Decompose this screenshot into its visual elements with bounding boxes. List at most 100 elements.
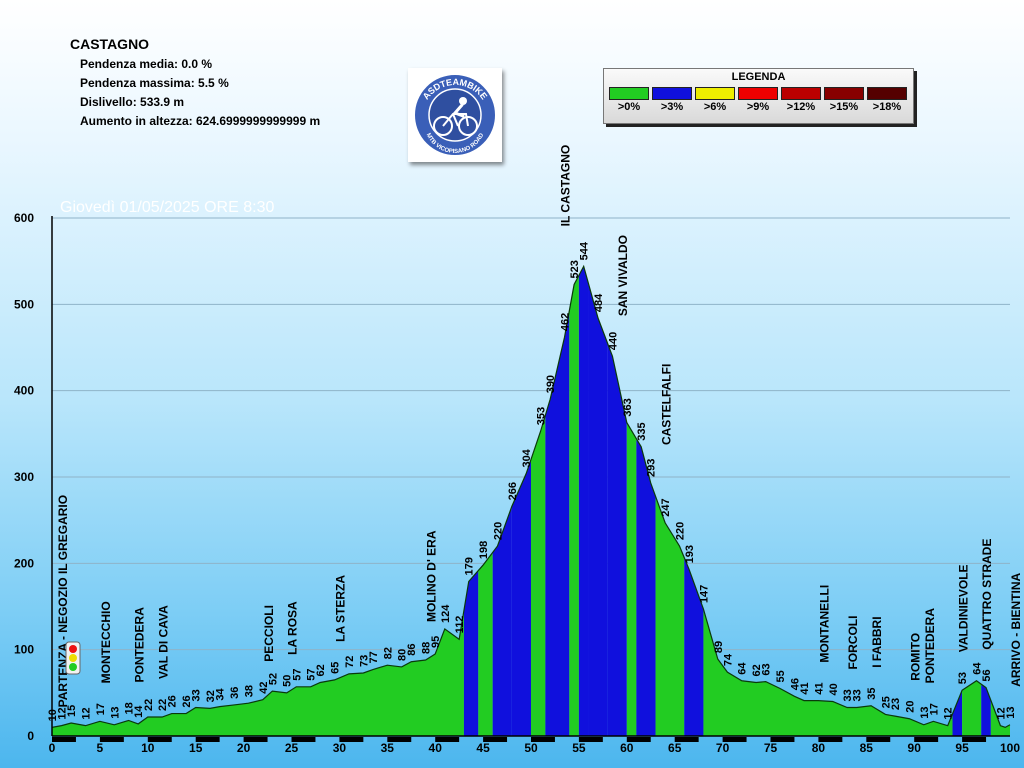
y-tick-label: 100	[14, 643, 34, 657]
x-tick-label: 35	[381, 741, 395, 755]
legend-label: >15%	[829, 101, 859, 113]
elevation-label: 34	[215, 688, 227, 701]
slope-segment	[684, 557, 704, 736]
legend: LEGENDA >0% >3% >6% >9% >12% >15% >18%	[603, 68, 914, 124]
x-tick-label: 65	[668, 741, 682, 755]
legend-swatch	[695, 87, 735, 100]
x-tick-label: 10	[141, 741, 155, 755]
km-bar	[291, 737, 316, 742]
x-tick-label: 25	[285, 741, 299, 755]
place-label: LA ROSA	[286, 601, 300, 655]
legend-label: >6%	[703, 101, 727, 113]
legend-label: >12%	[786, 101, 816, 113]
y-tick-label: 200	[14, 556, 34, 570]
y-tick-label: 400	[14, 384, 34, 398]
elevation-label: 74	[722, 653, 734, 666]
km-bar	[243, 737, 268, 742]
km-bar	[531, 737, 555, 742]
elevation-label: 86	[406, 644, 418, 656]
slope-segment	[52, 610, 464, 736]
place-label: PONTEDERA	[923, 608, 937, 684]
profile-line	[51, 264, 1011, 729]
x-tick-label: 95	[955, 741, 969, 755]
x-tick-label: 15	[189, 741, 203, 755]
legend-item: >15%	[824, 87, 864, 113]
km-bar	[578, 737, 603, 742]
elevation-label: 12	[57, 707, 69, 719]
team-logo: ASDTEAMBIKE MTB VICOPISANO ROAD	[408, 68, 502, 162]
slope-segment	[463, 570, 479, 736]
legend-item: >9%	[738, 87, 778, 113]
y-tick-label: 0	[27, 729, 34, 743]
km-bar	[435, 737, 460, 742]
route-info: CASTAGNO Pendenza media: 0.0 % Pendenza …	[70, 36, 320, 131]
legend-swatch	[738, 87, 778, 100]
legend-item: >12%	[781, 87, 821, 113]
elevation-label: 266	[507, 482, 519, 500]
elevation-label: 22	[143, 699, 155, 711]
elevation-label: 33	[842, 689, 854, 701]
km-bar	[674, 737, 699, 742]
slope-segment	[703, 609, 953, 736]
elevation-label: 35	[866, 688, 878, 700]
x-tick-label: 40	[429, 741, 443, 755]
elevation-label: 46	[789, 678, 801, 690]
elevation-label: 50	[282, 675, 294, 687]
elevation-label: 36	[229, 687, 241, 699]
km-bar	[962, 737, 987, 742]
place-label: IL CASTAGNO	[559, 145, 573, 227]
avg-gradient: Pendenza media: 0.0 %	[80, 57, 213, 71]
legend-label: >0%	[617, 101, 641, 113]
elevation-label: 10	[47, 709, 59, 721]
place-label: I FABBRI	[870, 616, 884, 667]
legend-label: >18%	[872, 101, 902, 113]
route-title: CASTAGNO	[70, 36, 150, 52]
place-label: LA STERZA	[334, 575, 348, 642]
x-tick-label: 0	[49, 741, 56, 755]
total-climb: Aumento in altezza: 624.6999999999999 m	[80, 114, 321, 128]
grid	[52, 217, 1010, 651]
elevation-label: 523	[569, 260, 581, 278]
slope-segment	[981, 684, 991, 736]
place-label: FORCOLI	[846, 616, 860, 670]
elevation-label: 55	[775, 670, 787, 682]
elevation-label: 53	[957, 672, 969, 684]
elevation-label: 15	[66, 705, 78, 717]
km-bar	[818, 737, 843, 742]
elevation-label: 41	[799, 682, 811, 694]
elevation-label: 17	[95, 703, 107, 715]
elevation-label: 77	[368, 651, 380, 663]
y-tick-label: 500	[14, 297, 34, 311]
legend-swatch	[781, 87, 821, 100]
legend-title: LEGENDA	[731, 71, 786, 83]
signal-yellow	[69, 654, 77, 662]
elevation-label: 12	[943, 707, 955, 719]
elevation-label: 38	[243, 685, 255, 697]
elevation-label: 33	[852, 689, 864, 701]
elevation-label: 56	[981, 669, 993, 681]
signal-green	[69, 663, 77, 671]
elevation-label: 65	[330, 662, 342, 674]
elevation-label: 17	[928, 703, 940, 715]
slope-segment	[990, 700, 1010, 736]
elevation-label: 64	[971, 662, 983, 675]
legend-swatch	[824, 87, 864, 100]
elevation-difference: Dislivello: 533.9 m	[80, 95, 185, 109]
legend-item: >18%	[867, 87, 907, 113]
elevation-label: 335	[636, 422, 648, 440]
elevation-label: 198	[478, 541, 490, 559]
elevation-label: 52	[267, 673, 279, 685]
elevation-label: 12	[81, 707, 93, 719]
x-tick-label: 30	[333, 741, 347, 755]
elevation-label: 18	[124, 702, 136, 714]
elevation-label: 353	[536, 407, 548, 425]
elevation-label: 80	[397, 649, 409, 661]
slope-segment	[531, 415, 546, 736]
elevation-label: 62	[315, 664, 327, 676]
km-bar	[147, 737, 172, 742]
km-bar	[99, 737, 124, 742]
place-label: VAL DI CAVA	[156, 605, 170, 679]
elevation-label: 62	[751, 664, 763, 676]
